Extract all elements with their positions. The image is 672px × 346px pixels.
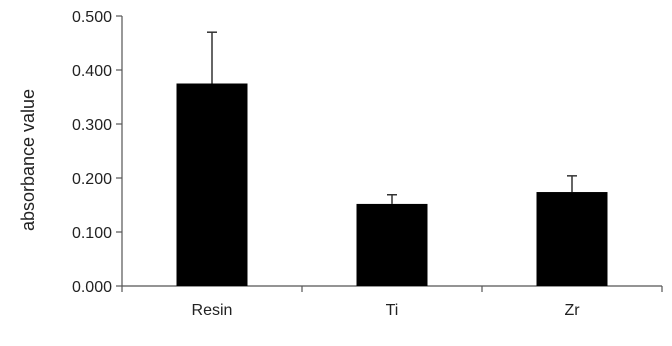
y-tick-label: 0.100 bbox=[72, 225, 112, 242]
x-tick-label-resin: Resin bbox=[192, 302, 233, 319]
x-axis: Resin Ti Zr bbox=[121, 285, 663, 319]
bar-resin bbox=[176, 83, 248, 286]
y-tick-label: 0.400 bbox=[72, 63, 112, 80]
y-tick-label: 0.000 bbox=[72, 279, 112, 296]
bar-ti bbox=[356, 203, 428, 286]
y-axis-title: absorbance value bbox=[18, 89, 38, 231]
x-tick-label-ti: Ti bbox=[386, 302, 399, 319]
x-tick-label-zr: Zr bbox=[564, 302, 580, 319]
y-tick-label: 0.200 bbox=[72, 171, 112, 188]
bar-zr bbox=[536, 192, 608, 286]
bars bbox=[176, 83, 608, 286]
y-tick-label: 0.500 bbox=[72, 9, 112, 26]
y-tick-label: 0.300 bbox=[72, 117, 112, 134]
error-bars bbox=[207, 31, 577, 204]
y-axis: 0.000 0.100 0.200 0.300 0.400 0.500 bbox=[72, 9, 123, 296]
